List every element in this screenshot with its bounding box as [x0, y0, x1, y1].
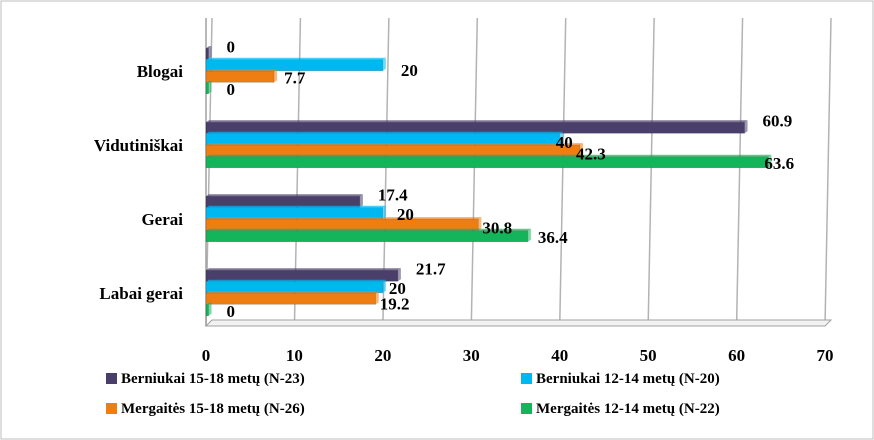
bar-0-3 [205, 82, 209, 95]
data-label-0-3: 0 [227, 80, 236, 99]
legend-swatch-3 [521, 403, 532, 414]
bar-3-0 [205, 269, 399, 282]
bar-cap-3-2 [375, 291, 379, 305]
bar-top-3-2 [206, 291, 379, 294]
bar-top-1-3 [206, 154, 772, 157]
bar-cap-2-3 [527, 228, 531, 242]
bar-cap-3-1 [382, 279, 386, 293]
category-label-1: Vidutiniškai [94, 136, 183, 155]
x-tick-label-50: 50 [640, 346, 657, 365]
bar-top-1-1 [206, 131, 563, 134]
data-label-2-3: 36.4 [538, 228, 568, 247]
bar-top-0-2 [206, 69, 278, 72]
bar-cap-2-0 [359, 194, 363, 208]
bar-cap-0-2 [274, 69, 278, 83]
x-tick-labels: 0 10 20 30 40 50 60 70 [202, 346, 834, 365]
bar-2-0 [205, 195, 361, 208]
bar-1-2 [205, 144, 581, 157]
category-label-2: Gerai [141, 210, 183, 229]
data-label-2-0: 17.4 [378, 185, 408, 204]
data-label-3-3: 0 [227, 302, 236, 321]
bar-1-3 [205, 156, 769, 169]
bar-cap-1-2 [580, 143, 584, 157]
bar-cap-1-3 [768, 154, 772, 168]
bar-top-2-0 [206, 194, 363, 197]
bar-cap-0-3 [208, 80, 212, 94]
bar-0-2 [205, 70, 275, 83]
bars [205, 46, 772, 317]
grid-line-40 [558, 17, 567, 327]
data-label-0-2: 7.7 [284, 68, 306, 87]
data-label-3-2: 19.2 [380, 294, 410, 313]
category-label-0: Blogai [137, 62, 184, 81]
legend-label-1: Berniukai 12-14 metų (N-20) [536, 371, 720, 387]
legend-label-2: Mergaitės 15-18 metų (N-26) [121, 401, 305, 417]
category-label-3: Labai gerai [99, 284, 183, 303]
data-label-3-1: 20 [389, 279, 406, 298]
data-label-1-1: 40 [556, 133, 573, 152]
legend: Berniukai 15-18 metų (N-23) Berniukai 12-… [106, 371, 720, 417]
grid-line-50 [647, 17, 655, 327]
bar-cap-3-3 [208, 302, 212, 316]
bar-top-2-3 [206, 228, 531, 231]
bar-top-0-3 [206, 80, 212, 83]
legend-swatch-0 [106, 373, 117, 384]
data-label-0-0: 0 [227, 37, 236, 56]
category-labels: Blogai Vidutiniškai Gerai Labai gerai [94, 62, 183, 303]
bar-2-3 [205, 230, 529, 243]
data-label-1-0: 60.9 [763, 111, 793, 130]
grid-line-30 [470, 17, 479, 327]
bar-cap-1-0 [744, 120, 748, 134]
legend-swatch-2 [106, 403, 117, 414]
bar-top-2-1 [206, 205, 386, 208]
bar-cap-2-2 [478, 217, 482, 231]
bar-top-0-0 [206, 46, 212, 49]
axes [204, 18, 833, 327]
bar-cap-0-1 [382, 57, 386, 71]
legend-label-3: Mergaitės 12-14 metų (N-22) [536, 401, 720, 417]
data-label-0-1: 20 [401, 61, 418, 80]
bar-2-1 [205, 207, 384, 220]
bar-cap-1-1 [559, 131, 563, 145]
bar-top-1-0 [206, 120, 748, 123]
bar-top-3-1 [206, 279, 386, 282]
bar-top-0-1 [206, 57, 386, 60]
x-tick-label-0: 0 [202, 346, 211, 365]
x-tick-label-70: 70 [817, 346, 834, 365]
grid-line-60 [735, 17, 744, 327]
bar-top-3-3 [206, 302, 212, 305]
legend-swatch-1 [521, 373, 532, 384]
data-label-1-2: 42.3 [576, 144, 606, 163]
bar-cap-3-0 [397, 268, 401, 282]
bar-1-1 [205, 133, 561, 146]
bar-top-3-0 [206, 268, 401, 271]
bar-1-0 [205, 121, 745, 134]
bar-3-1 [205, 281, 384, 294]
bar-0-0 [205, 47, 209, 60]
bar-top-1-2 [206, 143, 584, 146]
bar-cap-0-0 [208, 46, 212, 60]
data-label-2-2: 30.8 [482, 218, 512, 237]
data-label-2-1: 20 [397, 205, 414, 224]
bar-3-3 [205, 304, 209, 317]
x-tick-label-30: 30 [463, 346, 480, 365]
x-axis-floor [204, 319, 833, 327]
x-tick-label-10: 10 [286, 346, 303, 365]
bar-2-2 [205, 218, 479, 231]
data-label-1-3: 63.6 [764, 154, 794, 173]
legend-label-0: Berniukai 15-18 metų (N-23) [121, 371, 305, 387]
grid-line-70 [824, 17, 832, 327]
x-tick-label-60: 60 [728, 346, 745, 365]
bar-3-2 [205, 292, 377, 305]
bar-cap-2-1 [382, 205, 386, 219]
x-tick-label-40: 40 [551, 346, 568, 365]
x-tick-label-20: 20 [374, 346, 391, 365]
bar-top-2-2 [206, 217, 482, 220]
data-label-3-0: 21.7 [416, 259, 446, 278]
